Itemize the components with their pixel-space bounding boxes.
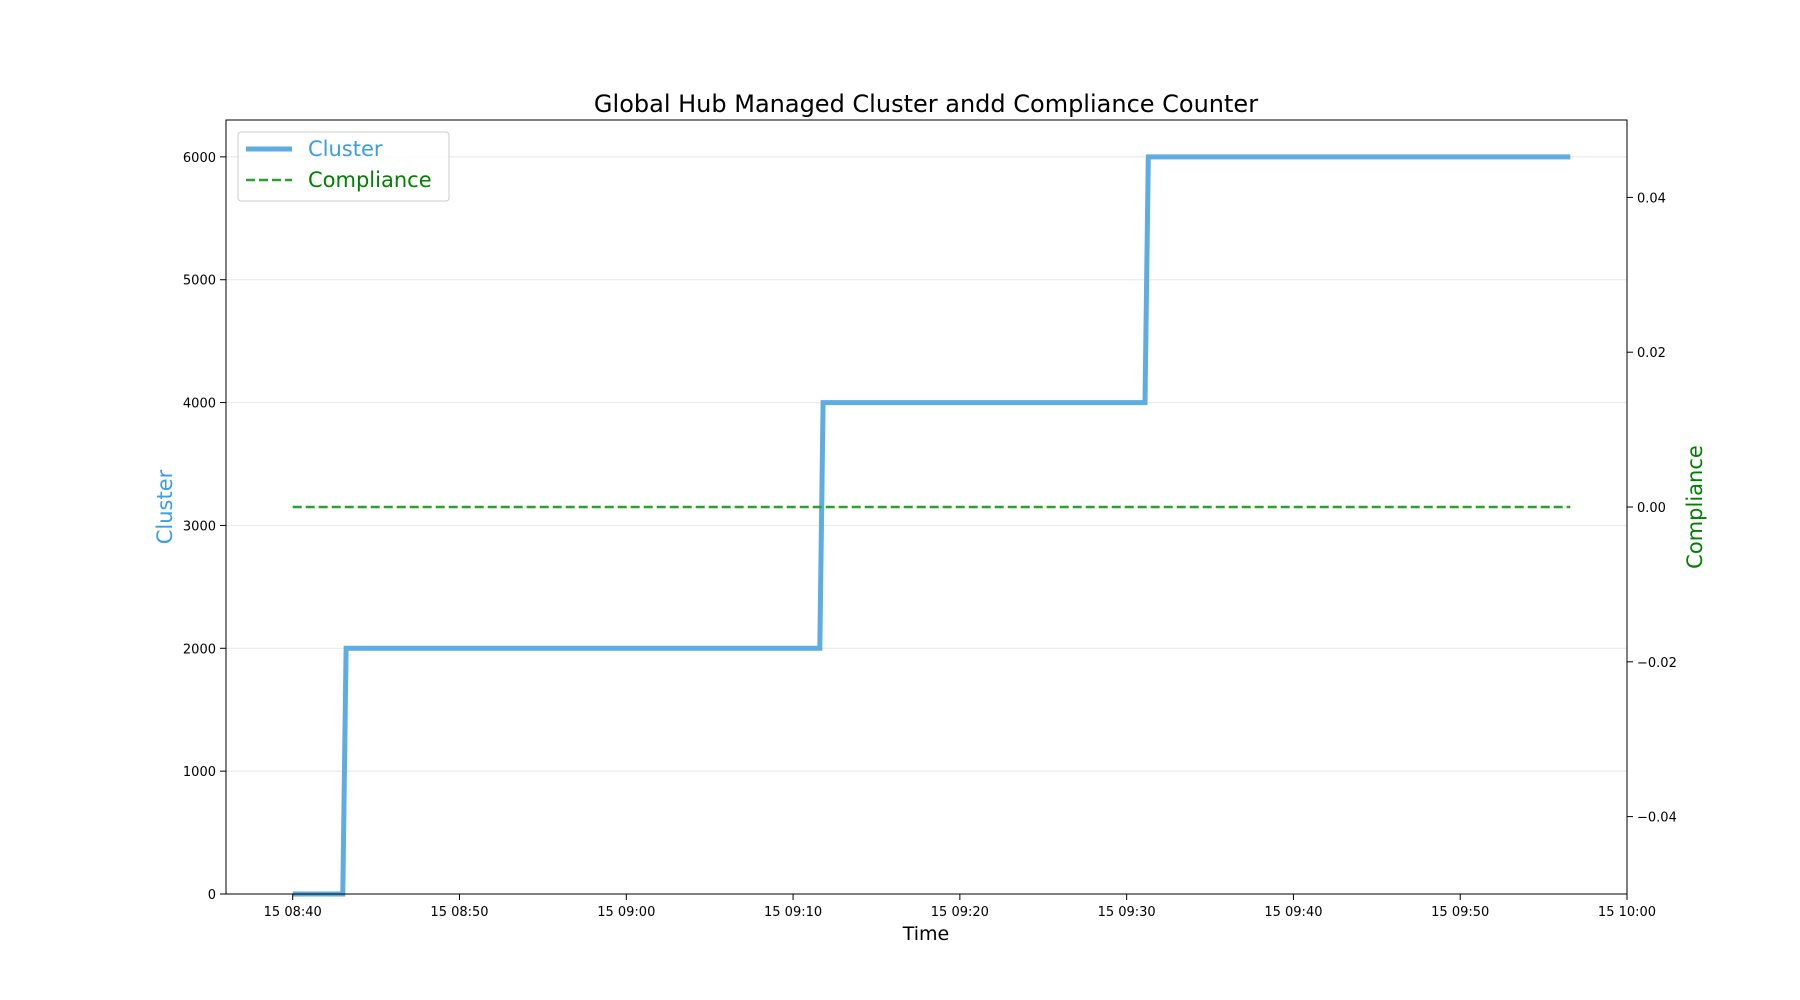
x-tick-label: 15 09:50 — [1431, 905, 1489, 920]
x-tick-label: 15 09:20 — [931, 905, 989, 920]
legend-label-cluster: Cluster — [308, 137, 383, 161]
y-left-tick-label: 1000 — [183, 765, 216, 780]
legend-label-compliance: Compliance — [308, 168, 432, 192]
chart-title: Global Hub Managed Cluster andd Complian… — [594, 90, 1258, 118]
series-lines — [292, 154, 1571, 897]
y-right-tick-label: 0.04 — [1637, 191, 1666, 206]
grid-lines — [226, 156, 1627, 895]
y-left-tick-label: 4000 — [183, 397, 216, 412]
x-tick-label: 15 08:50 — [430, 905, 488, 920]
x-tick-label: 15 08:40 — [264, 905, 322, 920]
y-right-tick-label: −0.04 — [1637, 811, 1677, 826]
x-tick-label: 15 09:40 — [1264, 905, 1322, 920]
y-right-tick-label: 0.00 — [1637, 501, 1666, 516]
y-left-tick-label: 0 — [208, 888, 216, 903]
y-left-tick-label: 5000 — [183, 274, 216, 289]
x-tick-label: 15 09:30 — [1098, 905, 1156, 920]
y-left-tick-label: 6000 — [183, 151, 216, 166]
x-axis-ticks: 15 08:40 15 08:50 15 09:00 15 09:10 15 09:20… — [264, 894, 1656, 920]
y-left-axis-ticks: 0 1000 2000 3000 4000 5000 6000 — [183, 151, 226, 903]
series-line-cluster — [292, 154, 1571, 897]
y-right-axis-ticks: −0.04 −0.02 0.00 0.02 0.04 — [1627, 191, 1677, 826]
y-left-axis-label: Cluster — [153, 469, 177, 544]
y-right-axis-label: Compliance — [1683, 445, 1707, 569]
y-left-tick-label: 3000 — [183, 519, 216, 534]
x-axis-label: Time — [902, 923, 950, 945]
y-right-tick-label: −0.02 — [1637, 656, 1677, 671]
x-tick-label: 15 09:00 — [597, 905, 655, 920]
x-tick-label: 15 09:10 — [764, 905, 822, 920]
x-tick-label: 15 10:00 — [1598, 905, 1656, 920]
y-left-tick-label: 2000 — [183, 642, 216, 657]
legend: Cluster Compliance — [237, 131, 450, 202]
y-right-tick-label: 0.02 — [1637, 346, 1666, 361]
